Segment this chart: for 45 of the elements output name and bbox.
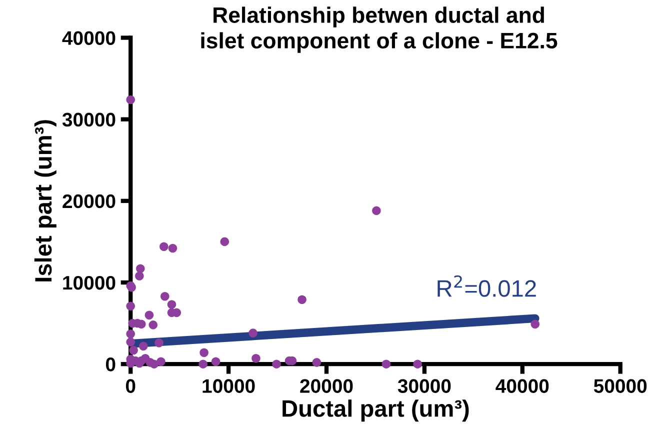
point <box>298 295 306 304</box>
y-tick-label: 30000 <box>62 112 116 127</box>
point <box>220 237 230 246</box>
point <box>126 302 135 311</box>
point <box>168 244 178 253</box>
x-tick-label: 30000 <box>398 379 451 393</box>
point <box>156 357 166 366</box>
point <box>144 310 154 320</box>
point <box>211 357 220 366</box>
point <box>148 320 158 330</box>
point <box>248 328 258 338</box>
annotation: R$^{2}$=0.012 <box>438 275 536 297</box>
y-axis-title: Islet part (um³) <box>34 120 56 282</box>
point <box>530 320 540 328</box>
point <box>413 360 422 368</box>
x-tick-label: 40000 <box>496 379 549 393</box>
point <box>136 264 145 274</box>
point <box>160 242 168 251</box>
point <box>135 272 144 280</box>
x-axis-title: Ductal part (um³) <box>282 400 469 422</box>
point <box>150 360 158 368</box>
point <box>126 338 135 346</box>
point <box>252 354 260 363</box>
point <box>154 338 164 348</box>
point <box>129 346 138 355</box>
chart-title: Relationship betwen ductal and islet component of a clone - E12.5 <box>201 6 558 53</box>
point <box>372 206 381 216</box>
point <box>198 360 208 368</box>
x-tick-label: 20000 <box>300 379 353 393</box>
y-tick-label: 40000 <box>62 31 116 45</box>
point <box>382 360 391 368</box>
y-tick-label: 10000 <box>63 276 116 290</box>
x-tick-label: 0 <box>126 379 136 393</box>
point <box>167 300 176 309</box>
point <box>126 95 135 104</box>
point <box>272 360 281 368</box>
x-tick-label: 10000 <box>202 379 255 393</box>
x-tick-label: 50000 <box>594 379 647 393</box>
point <box>312 358 322 367</box>
point <box>138 342 148 351</box>
point <box>160 292 170 301</box>
point <box>126 330 135 338</box>
y-tick-label: 0 <box>106 358 116 372</box>
y-tick-label: 20000 <box>62 194 116 208</box>
point <box>200 348 208 358</box>
